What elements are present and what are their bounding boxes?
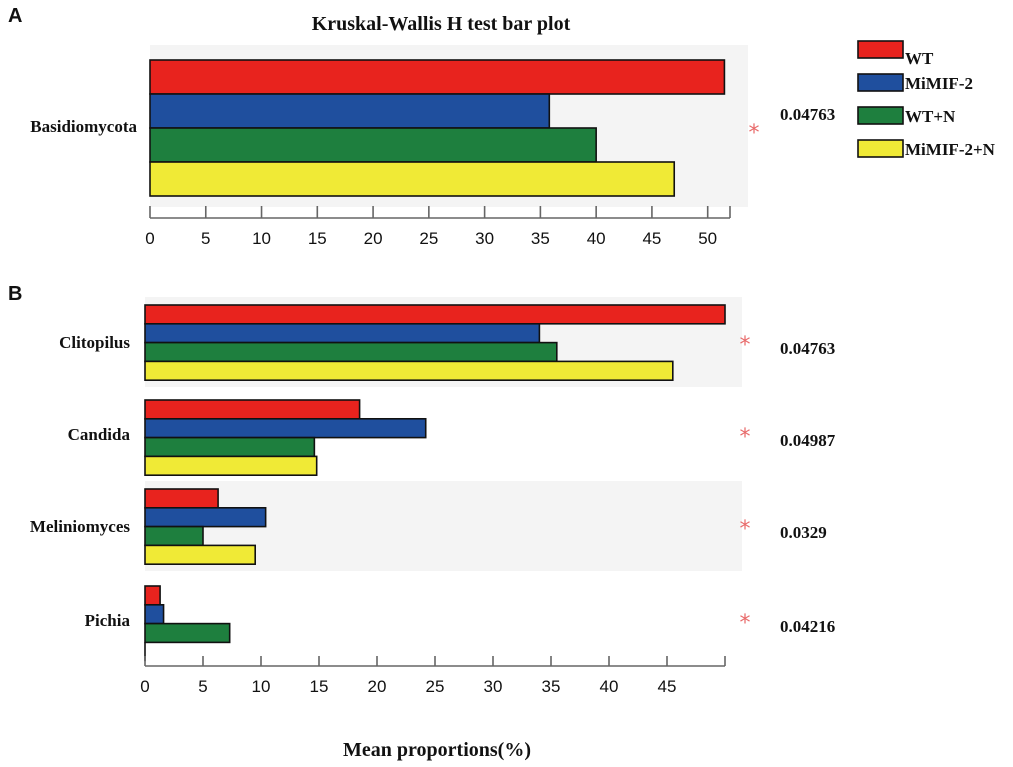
panel-b-category-label: Clitopilus xyxy=(59,333,130,352)
panel-a-tick-label: 35 xyxy=(531,229,550,248)
panel-b-bar-clitopilus-wt xyxy=(144,304,726,325)
panel-b-p-value: 0.04987 xyxy=(780,431,836,450)
panel-b-p-value: 0.04216 xyxy=(780,617,835,636)
panel-b-tick-label: 20 xyxy=(368,677,387,696)
panel-b-p-value: 0.04763 xyxy=(780,339,835,358)
panel-b-significance-star: * xyxy=(740,333,751,358)
panel-a-tick-label: 45 xyxy=(642,229,661,248)
panel-b-significance-star: * xyxy=(740,611,751,636)
panel-a-bars xyxy=(149,59,726,197)
legend: WT MiMIF-2 WT+N MiMIF-2+N xyxy=(857,40,996,159)
panel-b-x-axis: 0 5 10 15 20 25 30 35 40 45 xyxy=(140,656,726,696)
legend-swatch-wt-n xyxy=(857,106,904,125)
panel-b-category-label: Pichia xyxy=(85,611,131,630)
panel-a-x-axis: 0 5 10 15 20 25 30 35 40 45 50 xyxy=(145,206,731,248)
panel-b-tick-label: 5 xyxy=(198,677,207,696)
legend-swatch-wt xyxy=(857,40,904,59)
panel-b-bar-pichia-wt-n xyxy=(144,622,231,644)
panel-b-bar-candida-wt xyxy=(144,399,361,420)
panel-a-tick-label: 5 xyxy=(201,229,210,248)
legend-label: WT+N xyxy=(905,107,956,126)
panel-b-labels: Clitopilus * 0.04763 Candida * 0.04987 Melinio… xyxy=(30,333,836,636)
panel-a-letter: A xyxy=(8,5,22,27)
panel-b-bar-clitopilus-wt-n xyxy=(144,341,558,363)
panel-b-tick-label: 35 xyxy=(542,677,561,696)
panel-b-bar-pichia-wt xyxy=(144,585,161,606)
legend-label: MiMIF-2+N xyxy=(905,140,996,159)
panel-a-p-value: 0.04763 xyxy=(780,105,835,124)
panel-b-bar-candida-mimif-2-n xyxy=(144,455,318,476)
panel-b-significance-star: * xyxy=(740,517,751,542)
panel-b-bar-clitopilus-mimif-2 xyxy=(144,322,541,344)
panel-b-bar-meliniomyces-mimif-2 xyxy=(144,506,267,528)
panel-b-category-label: Meliniomyces xyxy=(30,517,130,536)
panel-a-bar-basidiomycota-wt xyxy=(149,59,726,95)
panel-b-category-label: Candida xyxy=(68,425,131,444)
panel-b-bar-clitopilus-mimif-2-n xyxy=(144,360,674,381)
panel-a-tick-label: 50 xyxy=(698,229,717,248)
panel-b-bar-meliniomyces-mimif-2-n xyxy=(144,544,256,566)
panel-b-p-value: 0.0329 xyxy=(780,523,827,542)
panel-a-category-label: Basidiomycota xyxy=(30,117,137,136)
panel-b-significance-star: * xyxy=(740,425,751,450)
panel-a-tick-label: 25 xyxy=(419,229,438,248)
panel-b-tick-label: 10 xyxy=(252,677,271,696)
legend-swatch-mimif-2-n xyxy=(857,139,904,158)
legend-label: WT xyxy=(905,49,934,68)
panel-b-bar-meliniomyces-wt xyxy=(144,488,219,509)
panel-a-bar-basidiomycota-mimif-2-n xyxy=(149,161,676,197)
panel-a-title: Kruskal-Wallis H test bar plot xyxy=(312,13,571,35)
panel-b-bar-candida-mimif-2 xyxy=(144,417,427,439)
legend-label: MiMIF-2 xyxy=(905,74,973,93)
panel-b-tick-label: 25 xyxy=(426,677,445,696)
panel-b-bars xyxy=(144,304,726,662)
panel-b-tick-label: 40 xyxy=(600,677,619,696)
panel-b-tick-label: 0 xyxy=(140,677,149,696)
panel-a-tick-label: 40 xyxy=(587,229,606,248)
panel-b-tick-label: 45 xyxy=(658,677,677,696)
panel-a-tick-label: 15 xyxy=(308,229,327,248)
panel-b-tick-label: 30 xyxy=(484,677,503,696)
panel-a-labels: Basidiomycota * 0.04763 xyxy=(30,105,835,146)
panel-b-letter: B xyxy=(8,283,22,305)
legend-swatch-mimif-2 xyxy=(857,73,904,92)
panel-a-tick-label: 10 xyxy=(252,229,271,248)
panel-a-tick-label: 0 xyxy=(145,229,154,248)
panel-a-bar-basidiomycota-mimif-2 xyxy=(149,93,551,129)
panel-b-bar-pichia-mimif-2 xyxy=(144,603,165,625)
panel-a-significance-star: * xyxy=(749,121,760,146)
panel-b-bar-meliniomyces-wt-n xyxy=(144,525,204,547)
panel-b-bar-candida-wt-n xyxy=(144,436,316,458)
panel-a-bar-basidiomycota-wt-n xyxy=(149,127,597,163)
x-axis-label: Mean proportions(%) xyxy=(343,739,531,761)
panel-a-tick-label: 30 xyxy=(475,229,494,248)
panel-b-tick-label: 15 xyxy=(310,677,329,696)
panel-a-tick-label: 20 xyxy=(364,229,383,248)
